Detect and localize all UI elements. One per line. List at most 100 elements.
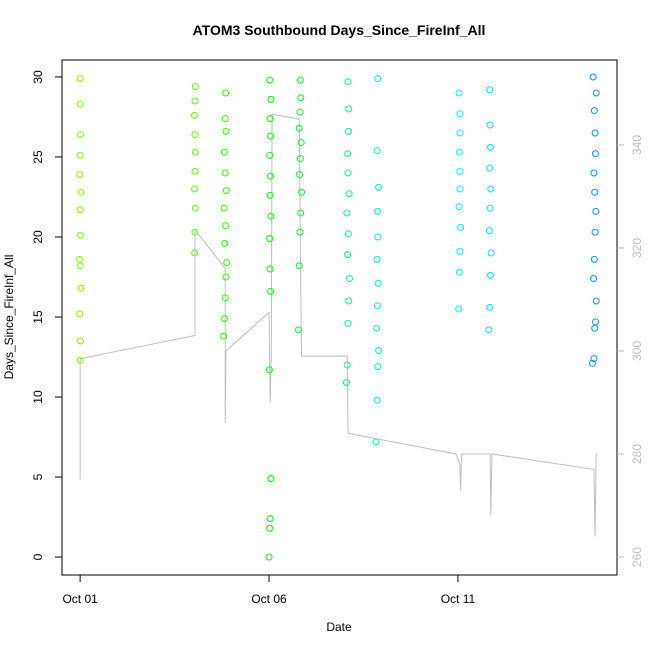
point: [375, 183, 383, 191]
point: [486, 271, 494, 279]
point: [486, 303, 494, 311]
y-tick-label: 30: [31, 70, 45, 84]
point: [191, 97, 199, 105]
point: [373, 255, 381, 263]
point: [455, 89, 463, 97]
point: [590, 107, 598, 115]
point: [76, 310, 84, 318]
y-axis-label: Days_Since_FireInf_All: [2, 255, 16, 380]
point: [487, 185, 495, 193]
point: [77, 131, 85, 139]
point: [296, 155, 304, 163]
point: [222, 222, 230, 230]
point: [267, 212, 275, 220]
point: [222, 187, 230, 195]
point: [592, 297, 600, 305]
point: [374, 75, 382, 83]
point: [266, 151, 274, 159]
point: [455, 268, 463, 276]
point: [77, 231, 85, 239]
point: [591, 188, 599, 196]
point: [343, 361, 351, 369]
point: [590, 275, 598, 283]
line-series: [79, 113, 597, 537]
point: [296, 171, 304, 179]
point: [345, 105, 353, 113]
point: [373, 207, 381, 215]
point: [266, 524, 274, 532]
point: [222, 89, 230, 97]
point: [344, 169, 352, 177]
point: [222, 273, 230, 281]
point: [344, 251, 352, 259]
point: [486, 86, 494, 94]
point: [76, 262, 84, 270]
point: [590, 169, 598, 177]
point: [457, 223, 465, 231]
point: [590, 255, 598, 263]
plot-box: [61, 59, 618, 576]
point: [191, 148, 199, 156]
point: [191, 131, 199, 139]
point: [344, 319, 352, 327]
point: [589, 73, 597, 81]
y2-tick-label: 320: [630, 238, 644, 258]
y2-tick-label: 260: [630, 547, 644, 567]
point: [591, 228, 599, 236]
point: [456, 110, 464, 118]
point: [220, 148, 228, 156]
point: [487, 249, 495, 257]
point: [345, 190, 353, 198]
point: [75, 255, 83, 263]
chart-title: ATOM3 Southbound Days_Since_FireInf_All: [193, 22, 486, 38]
point: [298, 188, 306, 196]
point: [486, 121, 494, 129]
point: [374, 233, 382, 241]
point: [76, 356, 84, 364]
point: [191, 228, 199, 236]
point: [266, 235, 274, 243]
y2-tick-label: 300: [630, 341, 644, 361]
point: [191, 111, 199, 119]
y-tick-label: 15: [31, 310, 45, 324]
point: [191, 249, 199, 257]
point: [297, 209, 305, 217]
x-tick-label: Oct 06: [251, 592, 287, 606]
point: [374, 363, 382, 371]
point: [486, 204, 494, 212]
point: [344, 127, 352, 135]
point: [343, 209, 351, 217]
point: [267, 172, 275, 180]
point: [456, 167, 464, 175]
point: [588, 359, 596, 367]
point: [221, 169, 229, 177]
point: [295, 326, 303, 334]
point: [486, 164, 494, 172]
point: [295, 262, 303, 270]
y-tick-label: 25: [31, 150, 45, 164]
point: [223, 259, 231, 267]
point: [455, 148, 463, 156]
point: [266, 265, 274, 273]
point: [297, 139, 305, 147]
point: [344, 230, 352, 238]
point: [456, 247, 464, 255]
point: [456, 129, 464, 137]
point: [455, 305, 463, 313]
point: [267, 132, 275, 140]
point: [220, 315, 228, 323]
point: [76, 206, 84, 214]
point: [485, 326, 493, 334]
point: [485, 227, 493, 235]
point: [455, 203, 463, 211]
point: [342, 379, 350, 387]
point: [372, 438, 380, 446]
point: [267, 95, 275, 103]
y-tick-label: 10: [31, 390, 45, 404]
point: [591, 318, 599, 326]
point: [267, 287, 275, 295]
point: [373, 396, 381, 404]
point: [296, 228, 304, 236]
x-tick-label: Oct 01: [62, 592, 98, 606]
x-tick-label: Oct 11: [441, 592, 476, 606]
